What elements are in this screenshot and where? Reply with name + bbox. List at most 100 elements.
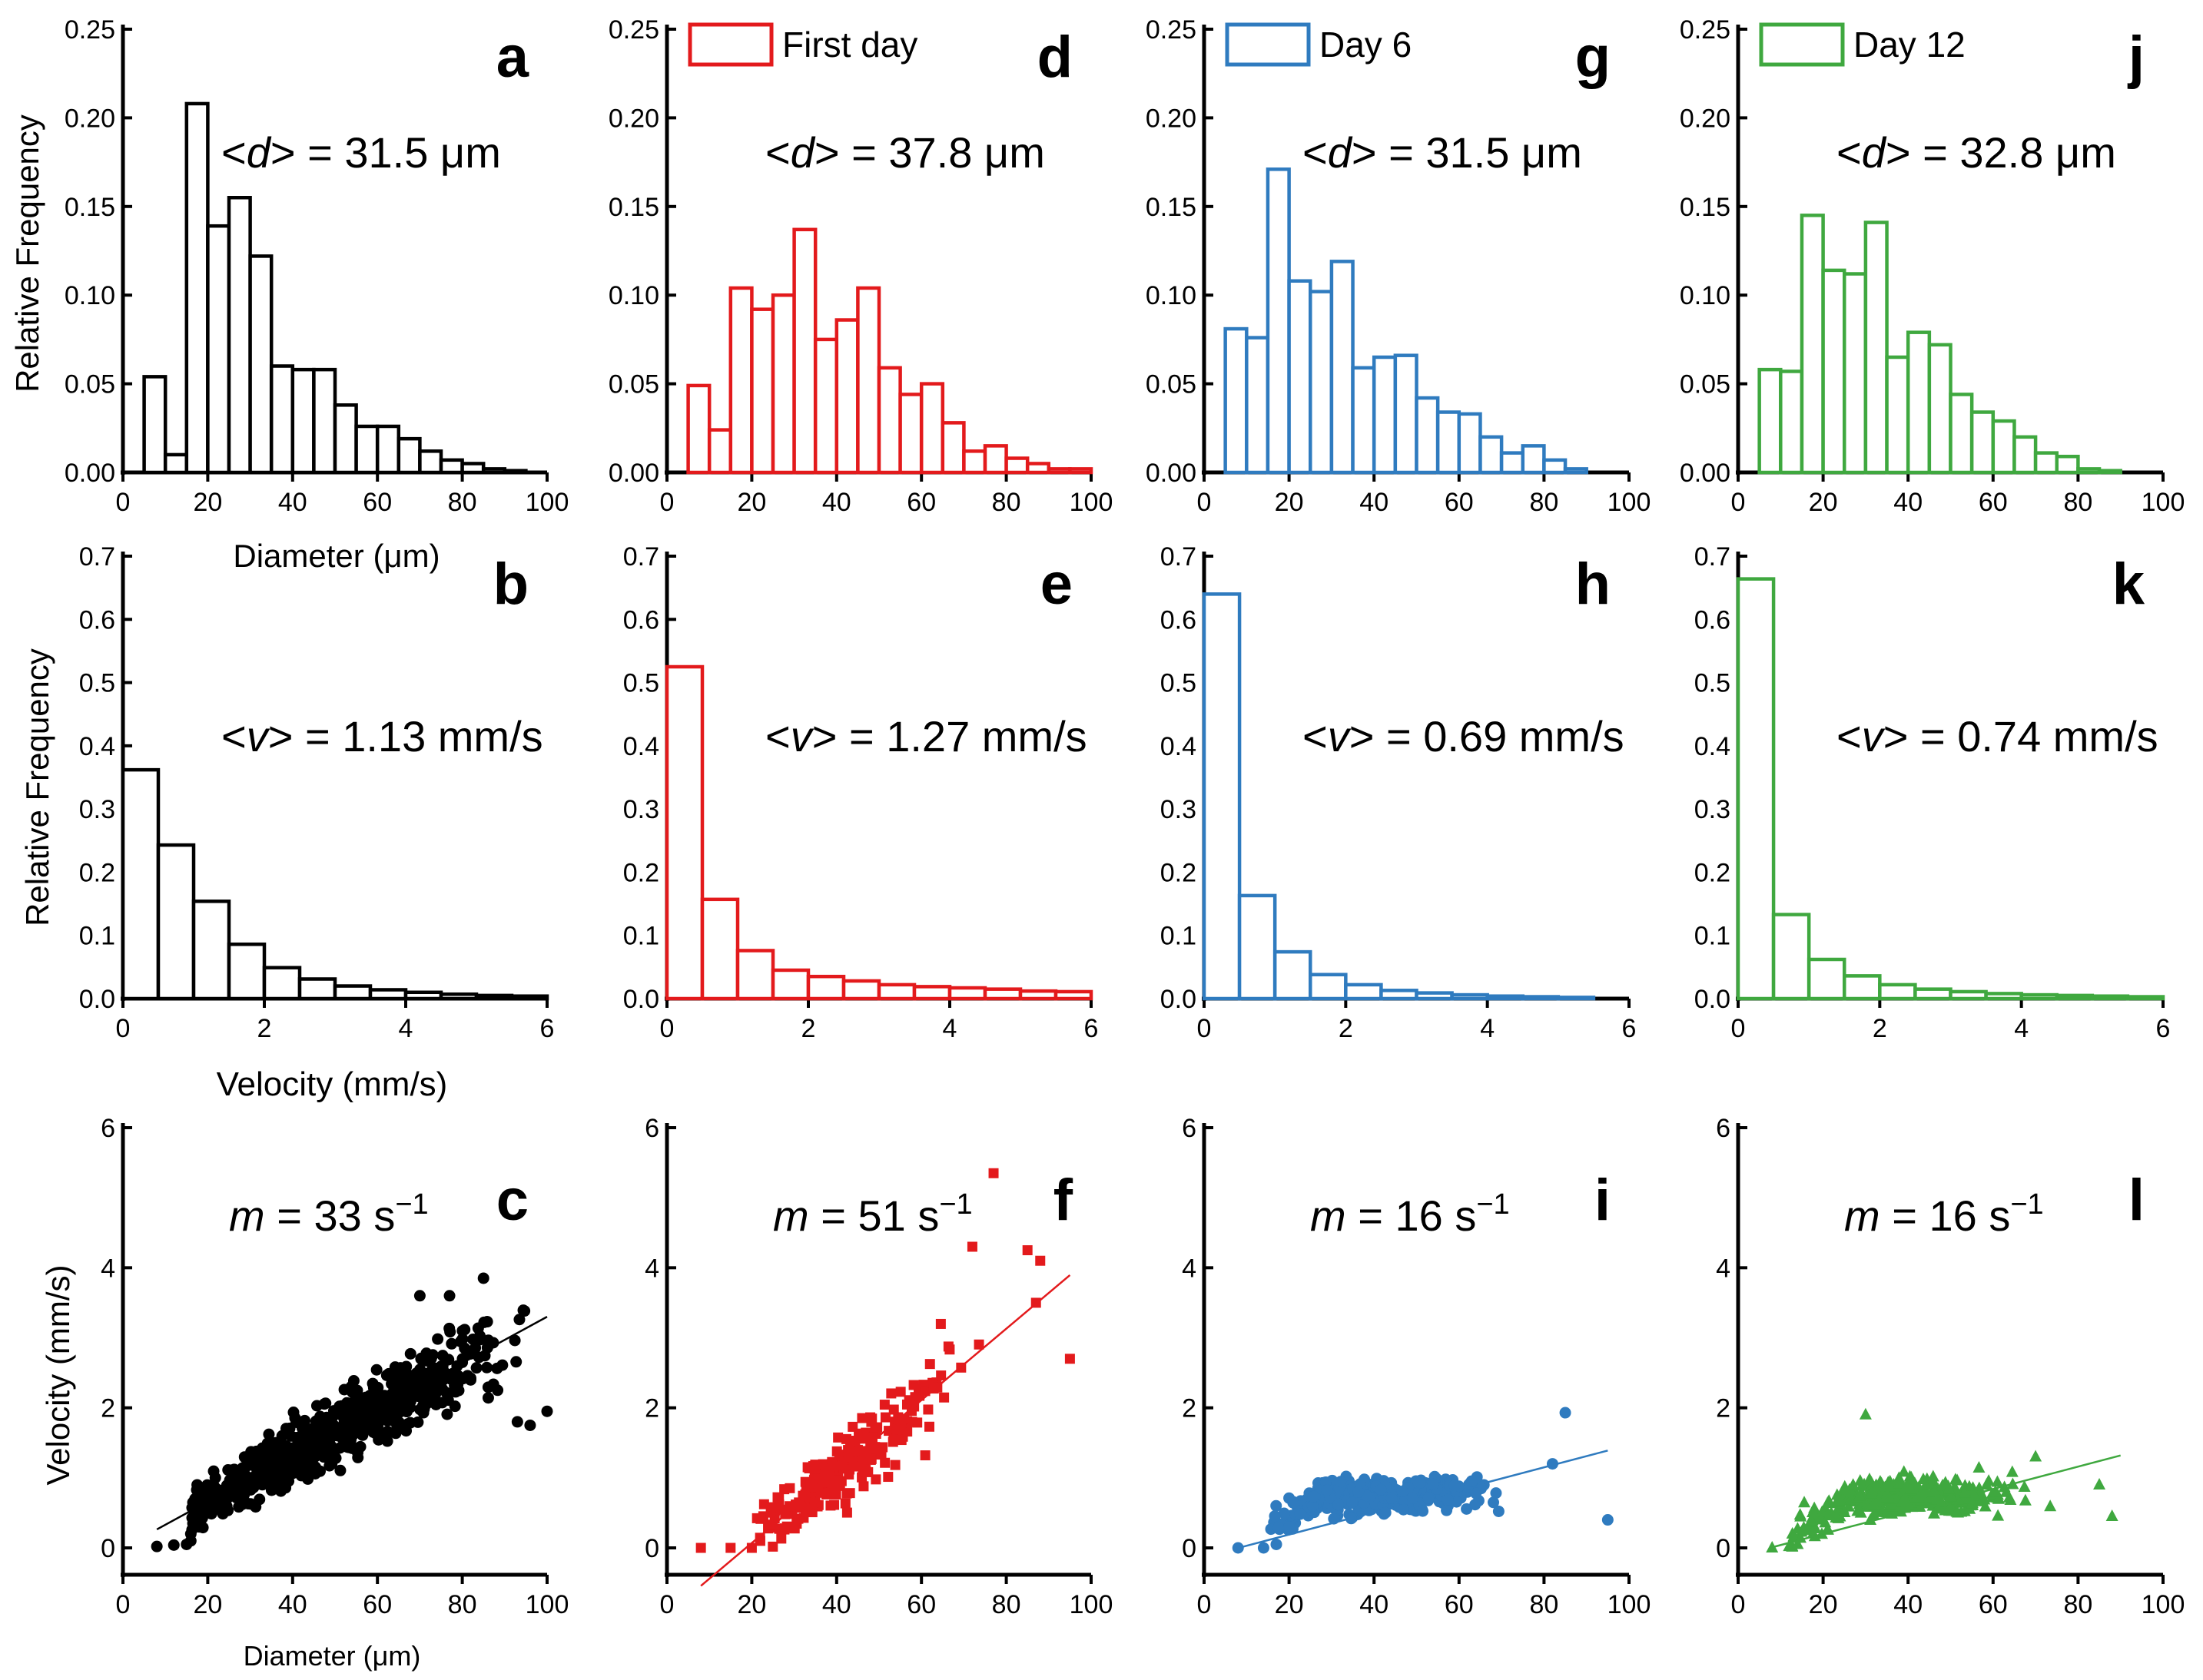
panel-d: 0.00 0.05 0.10 0.15 0.20 0.25 0 20 40 60 80 100 d Fir…: [609, 15, 1113, 517]
panel-letter-e: e: [1040, 552, 1073, 617]
y-tick-label-h: 0.0: [1160, 985, 1196, 1014]
y-tick-label-e: 0.3: [623, 795, 659, 824]
scatter-point-f: [886, 1388, 897, 1399]
scatter-point-f: [895, 1387, 906, 1397]
scatter-point-i: [1546, 1458, 1558, 1470]
panel-letter-g: g: [1575, 25, 1611, 90]
scatter-point-c: [470, 1362, 483, 1374]
x-tick-label-j: 60: [1979, 488, 2008, 517]
scatter-point-f: [841, 1507, 852, 1518]
histogram-bar-j: [1969, 410, 1996, 475]
panel-k: 0.0 0.1 0.2 0.3 0.4 0.5 0.6 0.7 0 2 4 6 k <v> = 0.74 …: [1694, 542, 2171, 1043]
scatter-point-f: [890, 1434, 901, 1445]
histogram-bar-g: [1287, 279, 1312, 475]
histogram-bar-h: [1237, 893, 1277, 1001]
scatter-point-c: [290, 1453, 302, 1466]
scatter-point-l: [1959, 1479, 1972, 1491]
scatter-point-f: [936, 1370, 947, 1381]
scatter-point-c: [509, 1334, 521, 1347]
scatter-point-f: [895, 1424, 906, 1435]
scatter-point-f: [907, 1417, 917, 1427]
scatter-point-l: [2105, 1509, 2118, 1521]
row3-ylabel: Velocity (mm/s): [40, 1264, 76, 1485]
x-tick-label-g: 60: [1445, 488, 1474, 517]
histogram-bar-g: [1415, 396, 1440, 475]
y-tick-label-a: 0.00: [65, 459, 115, 488]
panels-layer: 0.000.050.100.150.200.250 20 40 60 80 100a<d>…: [65, 15, 2185, 1619]
x-tick-label-i: 40: [1359, 1590, 1388, 1619]
scatter-point-c: [510, 1356, 523, 1368]
histogram-bar-d: [1068, 467, 1093, 475]
y-tick-label-k: 0.6: [1694, 605, 1730, 635]
histogram-bar-b: [121, 767, 161, 1001]
histogram-bar-e: [912, 985, 952, 1001]
y-tick-label-l: 4: [1716, 1254, 1730, 1283]
scatter-point-f: [906, 1406, 917, 1417]
scatter-point-i: [1559, 1407, 1571, 1419]
histogram-bar-d: [792, 227, 818, 475]
histogram-bar-j: [2055, 454, 2080, 475]
x-tick-label-e: 2: [801, 1014, 816, 1043]
scatter-point-c: [459, 1324, 471, 1336]
histogram-bar-j: [1843, 272, 1868, 475]
x-tick-label-f: 20: [737, 1590, 766, 1619]
scatter-point-f: [844, 1436, 855, 1447]
scatter-point-c: [432, 1333, 444, 1345]
scatter-point-f: [817, 1476, 828, 1486]
scatter-point-l: [1950, 1505, 1963, 1517]
row2-ylabel: Relative Frequency: [19, 648, 55, 926]
histogram-bar-g: [1521, 444, 1546, 475]
histogram-bar-j: [1779, 369, 1804, 475]
scatter-point-c: [326, 1412, 338, 1424]
scatter-point-f: [848, 1421, 858, 1432]
scatter-point-l: [1989, 1485, 2002, 1497]
scatter-point-f: [785, 1483, 795, 1493]
histogram-bar-g: [1393, 353, 1418, 475]
panel-letter-d: d: [1037, 25, 1073, 90]
histogram-bar-e: [735, 949, 775, 1001]
y-tick-label-g: 0.05: [1146, 370, 1196, 399]
scatter-point-c: [455, 1335, 467, 1347]
scatter-point-f: [879, 1400, 890, 1410]
histogram-bar-k: [1771, 913, 1811, 1001]
scatter-point-f: [695, 1542, 706, 1553]
scatter-point-i: [1272, 1522, 1285, 1534]
histogram-bar-d: [1025, 462, 1051, 475]
scatter-point-l: [1966, 1496, 1979, 1509]
x-tick-label-b: 6: [540, 1014, 555, 1043]
scatter-point-f: [800, 1489, 811, 1499]
scatter-point-c: [391, 1420, 403, 1432]
x-tick-label-a: 0: [116, 488, 131, 517]
x-tick-label-g: 0: [1197, 488, 1212, 517]
scatter-point-c: [254, 1493, 266, 1506]
histogram-bar-k: [2125, 995, 2165, 1001]
x-tick-label-g: 20: [1275, 488, 1304, 517]
scatter-point-l: [1867, 1498, 1880, 1510]
x-tick-label-h: 6: [1622, 1014, 1637, 1043]
x-tick-label-k: 2: [1873, 1014, 1887, 1043]
histogram-bar-k: [1843, 974, 1882, 1001]
x-tick-label-b: 2: [257, 1014, 272, 1043]
histogram-bar-a: [354, 424, 380, 475]
histogram-bar-d: [919, 382, 945, 475]
scatter-point-c: [352, 1393, 364, 1405]
histogram-bar-b: [227, 942, 267, 1001]
scatter-point-l: [1992, 1492, 2005, 1504]
scatter-point-f: [939, 1392, 950, 1403]
scatter-point-l: [1893, 1471, 1906, 1483]
x-tick-label-b: 0: [116, 1014, 131, 1043]
scatter-point-l: [1808, 1501, 1821, 1513]
scatter-point-f: [755, 1536, 765, 1546]
histogram-bar-k: [1913, 987, 1953, 1001]
y-tick-label-f: 4: [645, 1254, 659, 1283]
scatter-point-c: [263, 1444, 275, 1456]
scatter-point-c: [472, 1322, 484, 1334]
scatter-point-c: [376, 1412, 388, 1424]
annotation-j: <d> = 32.8 μm: [1836, 128, 2116, 177]
scatter-point-l: [1991, 1475, 2004, 1487]
histogram-bar-a: [248, 254, 274, 475]
histogram-bar-a: [290, 367, 316, 475]
y-tick-label-b: 0.6: [79, 605, 115, 635]
histogram-bar-g: [1351, 366, 1376, 475]
